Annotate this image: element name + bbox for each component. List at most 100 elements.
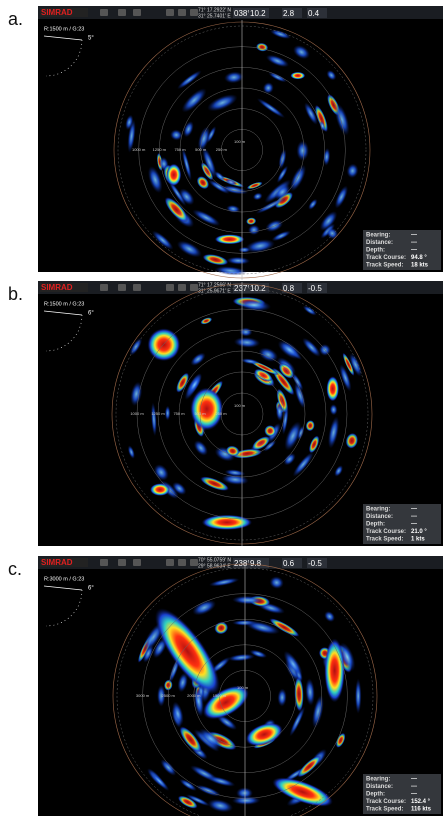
ring-label: 3000 m	[136, 693, 150, 698]
ring-label: 1500 m	[213, 693, 227, 698]
echo	[289, 706, 306, 737]
echo	[305, 678, 315, 706]
echo	[283, 650, 303, 678]
echo	[160, 759, 177, 776]
echo	[291, 372, 304, 391]
echo	[265, 54, 290, 68]
echo	[246, 181, 263, 190]
echo	[274, 184, 291, 200]
echo	[193, 440, 208, 456]
center-ring-label: 100 m	[234, 403, 246, 408]
info-key: Bearing:	[366, 507, 390, 513]
echo	[130, 381, 143, 406]
brand: SIMRAD	[41, 558, 73, 567]
echo	[168, 180, 187, 207]
echo	[181, 147, 192, 181]
header-field	[282, 8, 302, 18]
echo	[177, 795, 198, 809]
info-key: Track Speed:	[366, 263, 403, 269]
echo	[179, 726, 202, 753]
header-speed: 9.8	[250, 559, 262, 568]
brand-box	[40, 558, 88, 567]
echo	[214, 266, 247, 276]
header-field	[249, 558, 269, 568]
echo	[226, 256, 250, 265]
echo	[283, 453, 296, 466]
echo	[170, 129, 183, 141]
echo	[220, 185, 248, 195]
brand-box	[40, 283, 88, 292]
screen	[38, 6, 443, 272]
toolbar-icon	[133, 9, 141, 16]
echo	[157, 684, 166, 707]
echo	[270, 29, 291, 39]
echo	[127, 445, 135, 459]
longitude: 31° 25.7401' E	[198, 13, 231, 19]
echo	[251, 436, 271, 451]
echo	[238, 246, 251, 253]
toolbar-icon	[133, 284, 141, 291]
echo	[214, 171, 226, 182]
info-key: Bearing:	[366, 233, 390, 239]
echo	[277, 340, 301, 360]
latitude: 70° 55.0759' N	[198, 557, 231, 563]
echo	[326, 70, 337, 81]
echo	[334, 103, 350, 136]
echo	[177, 70, 202, 90]
echo	[209, 578, 240, 587]
echo	[249, 649, 268, 659]
tilt-scale	[45, 314, 83, 352]
ring-label: 1250 m	[151, 411, 165, 416]
info-value: ---	[411, 792, 417, 798]
info-value: ---	[411, 784, 417, 790]
echo	[335, 732, 346, 748]
info-value: ---	[411, 248, 417, 254]
echo-large	[272, 777, 333, 807]
header-field	[282, 558, 302, 568]
echo	[308, 435, 320, 454]
tilt-label: 5°	[88, 36, 94, 42]
echo	[245, 239, 275, 253]
echo	[294, 676, 304, 712]
info-value: 1 kts	[411, 537, 425, 543]
toolbar-icon	[166, 284, 174, 291]
echo	[329, 404, 338, 416]
echo	[293, 45, 310, 60]
echo	[318, 343, 331, 356]
ring-label: 250 m	[216, 147, 228, 152]
echo	[207, 775, 236, 787]
echo	[255, 197, 287, 214]
echo	[176, 372, 190, 393]
info-key: Distance:	[366, 514, 393, 520]
ring-label: 750 m	[173, 411, 185, 416]
echo	[339, 642, 356, 672]
panel-label: c.	[8, 559, 22, 579]
echo	[246, 217, 257, 225]
echo-large	[201, 514, 253, 530]
echo	[127, 119, 136, 153]
latitude: 71° 17.2566' N	[198, 282, 231, 288]
info-key: Distance:	[366, 784, 393, 790]
echo	[240, 358, 260, 365]
tilt-scale	[45, 589, 83, 627]
echo	[275, 402, 284, 422]
echo	[346, 163, 359, 179]
echo	[319, 211, 338, 231]
header-field	[307, 283, 327, 293]
echo	[319, 120, 326, 132]
sonar-image	[125, 29, 359, 276]
echo	[202, 254, 229, 266]
echo	[181, 88, 207, 113]
echo	[207, 94, 238, 112]
echo-large	[324, 638, 345, 703]
center-ring-label: 100 m	[234, 139, 246, 144]
echo	[207, 799, 234, 813]
echo	[328, 416, 340, 449]
echo-large	[214, 234, 245, 245]
echo-large	[155, 608, 220, 695]
echo	[304, 102, 318, 125]
echo	[225, 445, 240, 457]
toolbar-icon	[100, 9, 108, 16]
echo	[252, 192, 263, 201]
